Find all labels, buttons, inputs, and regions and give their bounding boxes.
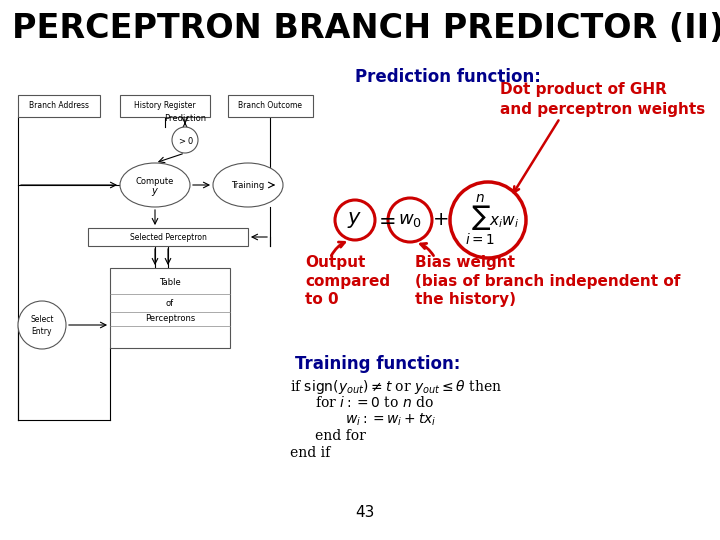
Text: Branch Address: Branch Address (29, 102, 89, 111)
Text: $w_0$: $w_0$ (398, 211, 422, 229)
Bar (88, 228, 248, 246)
Text: Perceptrons: Perceptrons (145, 314, 195, 323)
Circle shape (388, 198, 432, 242)
Text: Entry: Entry (32, 327, 53, 335)
Text: Table: Table (159, 278, 181, 287)
Circle shape (450, 182, 526, 258)
Text: Branch Outcome: Branch Outcome (238, 102, 302, 111)
Ellipse shape (213, 163, 283, 207)
Text: Bias weight
(bias of branch independent of
the history): Bias weight (bias of branch independent … (415, 255, 680, 307)
Text: $y$: $y$ (348, 210, 363, 230)
Text: PERCEPTRON BRANCH PREDICTOR (II): PERCEPTRON BRANCH PREDICTOR (II) (12, 12, 720, 45)
Text: Training: Training (231, 180, 265, 190)
Text: $x_i w_i$: $x_i w_i$ (489, 214, 519, 230)
Text: of: of (166, 299, 174, 308)
Bar (228, 95, 313, 117)
Text: History Register: History Register (134, 102, 196, 111)
Text: Dot product of GHR
and perceptron weights: Dot product of GHR and perceptron weight… (500, 82, 706, 117)
Text: end for: end for (315, 429, 366, 443)
Circle shape (335, 200, 375, 240)
Text: $> 0$: $> 0$ (176, 134, 194, 145)
Text: 43: 43 (355, 505, 374, 520)
Text: end if: end if (290, 446, 330, 460)
Circle shape (18, 301, 66, 349)
Text: Output
compared
to 0: Output compared to 0 (305, 255, 390, 307)
Text: for $i := 0$ to $n$ do: for $i := 0$ to $n$ do (315, 395, 434, 410)
Text: Prediction: Prediction (164, 114, 206, 123)
Text: Compute: Compute (136, 177, 174, 186)
Ellipse shape (120, 163, 190, 207)
Bar (18, 95, 100, 117)
Text: $y$: $y$ (151, 186, 159, 198)
Text: $+$: $+$ (432, 211, 448, 229)
Bar (110, 268, 230, 348)
Text: if $\mathrm{sign}(y_{out}) \neq t$ or $y_{out} \leq \theta$ then: if $\mathrm{sign}(y_{out}) \neq t$ or $y… (290, 378, 502, 396)
Circle shape (172, 127, 198, 153)
Text: Select: Select (30, 314, 54, 323)
Text: $=$: $=$ (374, 211, 396, 229)
Text: Selected Perceptron: Selected Perceptron (130, 233, 207, 241)
Text: $w_i := w_i + tx_i$: $w_i := w_i + tx_i$ (345, 412, 436, 428)
Text: Training function:: Training function: (295, 355, 460, 373)
Text: $\sum_{i=1}^{n}$: $\sum_{i=1}^{n}$ (465, 192, 495, 247)
Text: Prediction function:: Prediction function: (355, 68, 541, 86)
Bar (120, 95, 210, 117)
